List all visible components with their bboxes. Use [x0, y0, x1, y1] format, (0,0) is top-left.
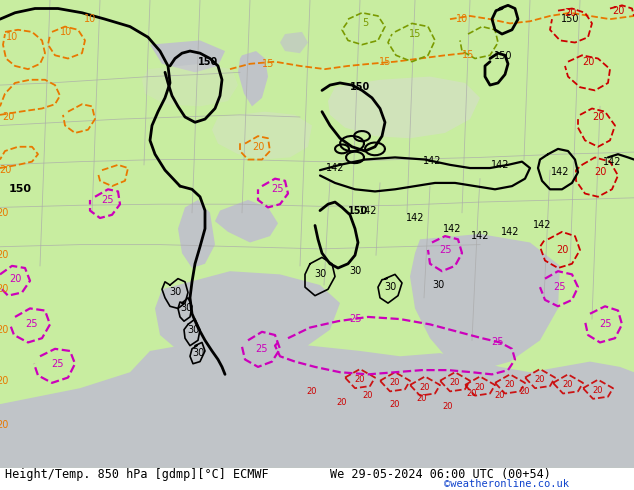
Text: 20: 20	[563, 381, 573, 390]
Polygon shape	[212, 112, 312, 160]
Text: 20: 20	[594, 167, 606, 177]
Text: 25: 25	[256, 344, 268, 354]
Text: 15: 15	[378, 57, 391, 67]
Text: 142: 142	[603, 157, 621, 167]
Polygon shape	[0, 338, 634, 468]
Text: 142: 142	[533, 220, 551, 230]
Text: 10: 10	[456, 14, 468, 24]
Text: 20: 20	[420, 383, 430, 392]
Text: 142: 142	[443, 223, 462, 234]
Text: 150: 150	[560, 14, 579, 24]
Text: 20: 20	[520, 387, 530, 396]
Text: 15: 15	[462, 50, 474, 60]
Text: 20: 20	[612, 6, 624, 16]
Text: We 29-05-2024 06:00 UTC (00+54): We 29-05-2024 06:00 UTC (00+54)	[330, 468, 550, 481]
Text: 20: 20	[593, 386, 603, 395]
Text: 150: 150	[494, 51, 512, 61]
Text: 25: 25	[52, 359, 64, 368]
Text: 20: 20	[417, 394, 427, 403]
Text: 25: 25	[440, 245, 452, 255]
Text: 20: 20	[475, 383, 485, 392]
Text: 20: 20	[450, 378, 460, 388]
Text: 30: 30	[384, 282, 396, 292]
Text: 30: 30	[187, 325, 199, 335]
Text: 25: 25	[101, 195, 114, 205]
Polygon shape	[178, 200, 215, 268]
Polygon shape	[155, 271, 340, 364]
Text: 20: 20	[582, 57, 594, 67]
Text: 150: 150	[348, 206, 368, 216]
Text: ©weatheronline.co.uk: ©weatheronline.co.uk	[444, 479, 569, 489]
Polygon shape	[280, 32, 308, 53]
Polygon shape	[142, 64, 238, 106]
Text: 142: 142	[551, 167, 569, 177]
Text: 25: 25	[553, 282, 566, 292]
Text: 15: 15	[409, 29, 421, 39]
Polygon shape	[328, 76, 480, 138]
Text: 10: 10	[6, 32, 18, 42]
Text: 20: 20	[564, 8, 576, 18]
Text: 30: 30	[349, 266, 361, 276]
Polygon shape	[410, 234, 560, 370]
Text: 20: 20	[0, 376, 8, 386]
Text: 150: 150	[8, 184, 32, 195]
Text: 20: 20	[0, 208, 8, 218]
Text: 10: 10	[84, 14, 96, 24]
Text: 142: 142	[423, 156, 441, 166]
Polygon shape	[215, 200, 278, 243]
Text: 15: 15	[262, 59, 274, 69]
Text: 142: 142	[501, 227, 519, 237]
Text: 30: 30	[169, 288, 181, 297]
Polygon shape	[238, 51, 268, 106]
Text: 30: 30	[192, 348, 204, 358]
Text: Height/Temp. 850 hPa [gdmp][°C] ECMWF: Height/Temp. 850 hPa [gdmp][°C] ECMWF	[5, 468, 269, 481]
Text: 20: 20	[495, 391, 505, 400]
Text: 20: 20	[2, 112, 14, 122]
Text: 25: 25	[272, 184, 284, 195]
Text: 25: 25	[600, 319, 612, 329]
Text: 20: 20	[0, 165, 11, 175]
Text: 30: 30	[314, 270, 326, 279]
Text: 25: 25	[349, 314, 361, 324]
Text: 142: 142	[359, 206, 377, 216]
Text: 142: 142	[326, 163, 344, 173]
Text: 20: 20	[337, 397, 347, 407]
Text: 20: 20	[9, 273, 21, 284]
Text: 142: 142	[491, 160, 509, 170]
Text: 150: 150	[198, 57, 218, 67]
Text: 20: 20	[505, 381, 515, 390]
Text: 30: 30	[432, 280, 444, 290]
Text: 20: 20	[390, 378, 400, 388]
Text: 142: 142	[406, 213, 424, 223]
Text: 5: 5	[362, 19, 368, 28]
Text: 20: 20	[252, 142, 264, 152]
Text: 25: 25	[26, 319, 38, 329]
Text: 10: 10	[60, 27, 72, 37]
Text: 20: 20	[534, 375, 545, 384]
Text: 20: 20	[0, 325, 8, 335]
Text: 20: 20	[307, 387, 317, 396]
Polygon shape	[150, 40, 225, 73]
Text: 30: 30	[180, 303, 192, 314]
Text: 20: 20	[363, 391, 373, 400]
Text: 20: 20	[390, 400, 400, 409]
Text: 142: 142	[471, 231, 489, 241]
Text: 20: 20	[0, 420, 8, 430]
Text: 20: 20	[355, 375, 365, 384]
Text: 20: 20	[556, 245, 568, 255]
Text: 20: 20	[592, 112, 604, 122]
Text: 25: 25	[492, 338, 504, 347]
Text: 20: 20	[0, 284, 8, 294]
Text: 150: 150	[350, 82, 370, 92]
Text: 20: 20	[467, 389, 477, 398]
Text: 20: 20	[443, 402, 453, 411]
Text: 20: 20	[0, 250, 8, 260]
